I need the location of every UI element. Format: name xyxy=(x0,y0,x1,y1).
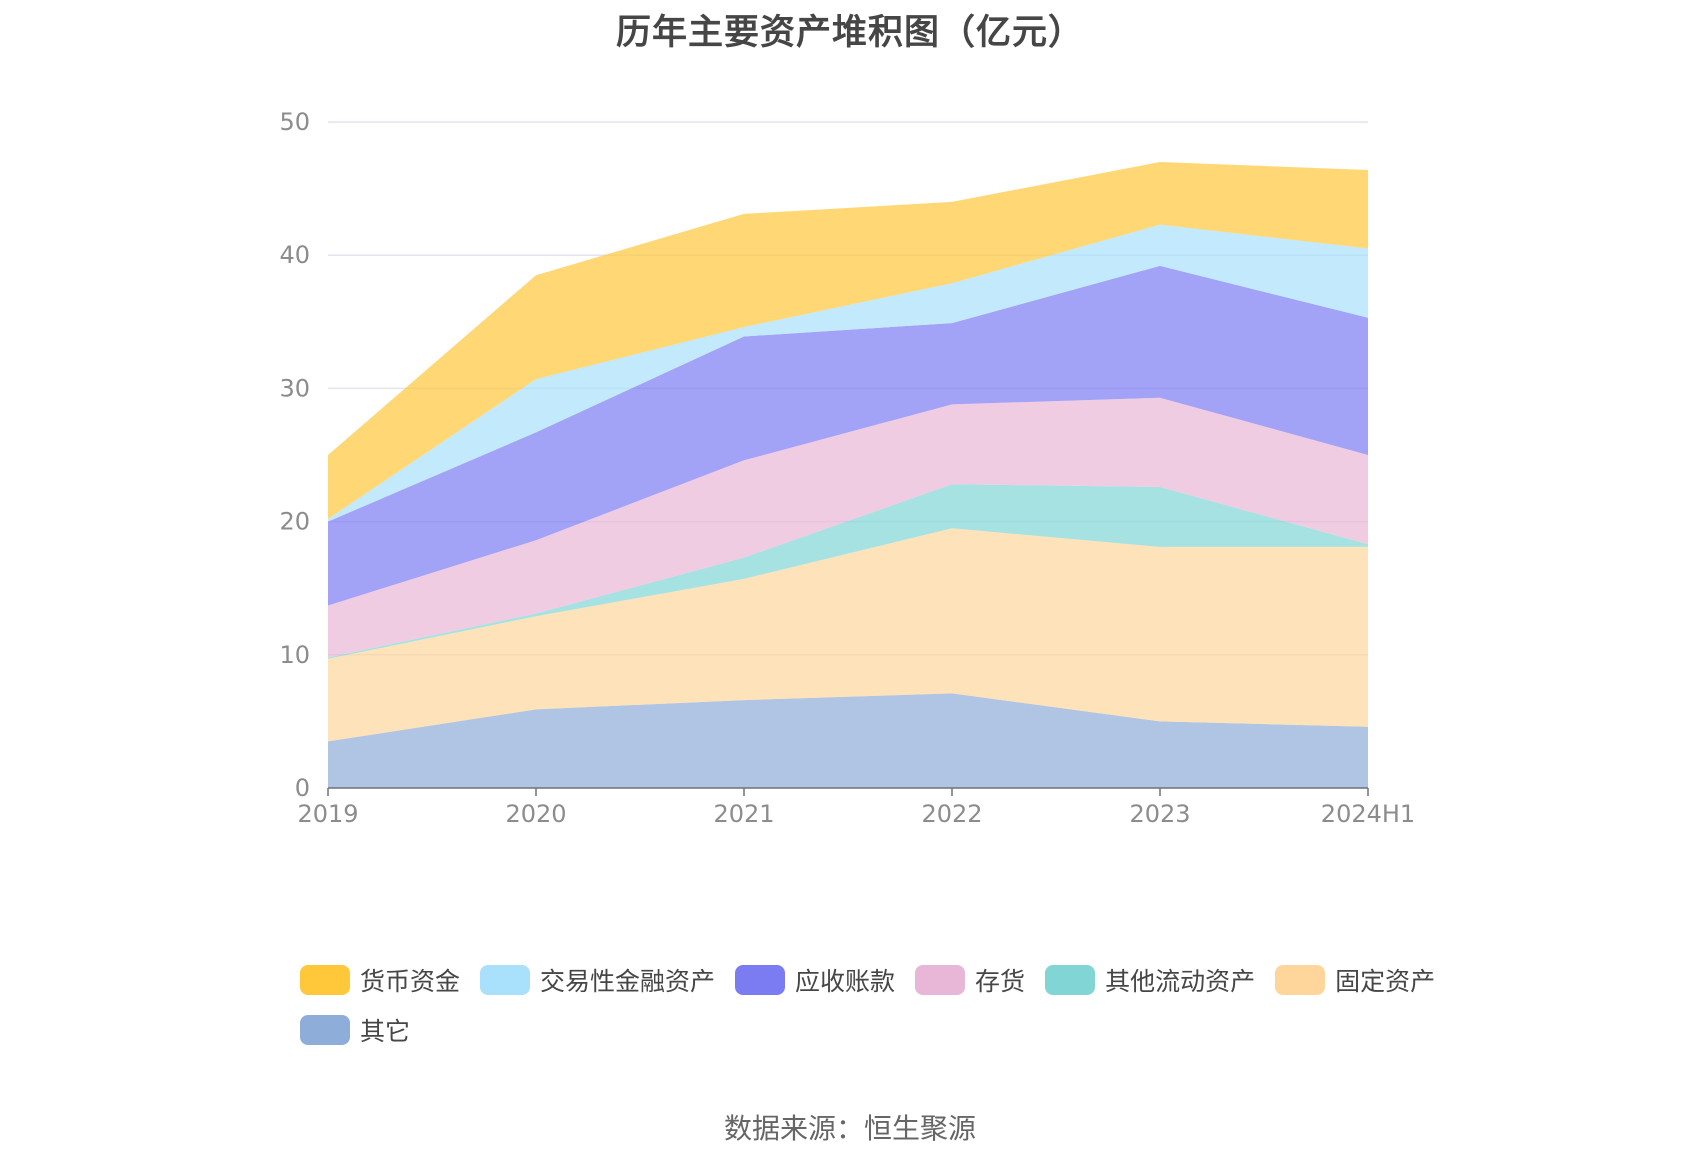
legend-swatch xyxy=(1045,965,1096,995)
area-series-1 xyxy=(328,528,1368,742)
legend-item[interactable]: 存货 xyxy=(915,955,1025,1005)
area-series-2 xyxy=(328,484,1368,659)
y-tick-label: 10 xyxy=(279,641,310,669)
legend-label: 其他流动资产 xyxy=(1105,967,1256,996)
y-tick-label: 0 xyxy=(295,774,310,802)
chart-title: 历年主要资产堆积图（亿元） xyxy=(615,13,1084,53)
legend-item[interactable]: 其他流动资产 xyxy=(1045,955,1255,1005)
legend-item[interactable]: 应收账款 xyxy=(735,955,895,1005)
series-areas xyxy=(328,162,1368,788)
area-series-3 xyxy=(328,397,1368,658)
legend-label: 固定资产 xyxy=(1335,967,1436,996)
legend-swatch xyxy=(1275,965,1326,995)
x-tick-label: 2023 xyxy=(1129,800,1190,828)
axes: 0 10 20 30 40 50 2019 2020 2021 2022 2023 2024H1 xyxy=(279,108,1415,828)
legend: 货币资金 交易性金融资产 应收账款 存货 其他流动资产 固定资产其它 xyxy=(300,955,1500,1055)
y-tick-label: 30 xyxy=(279,374,310,402)
legend-label: 存货 xyxy=(975,967,1026,996)
area-series-0 xyxy=(328,693,1368,788)
legend-item[interactable]: 其它 xyxy=(300,1005,410,1055)
legend-swatch xyxy=(480,965,531,995)
x-tick-label: 2024H1 xyxy=(1321,800,1415,828)
legend-swatch xyxy=(300,1015,350,1045)
legend-item[interactable]: 货币资金 xyxy=(300,955,460,1005)
data-source-note: 数据来源：恒生聚源 xyxy=(723,1112,976,1145)
x-tick-label: 2020 xyxy=(505,800,566,828)
legend-swatch xyxy=(735,965,786,995)
y-tick-label: 40 xyxy=(279,241,310,269)
legend-item[interactable]: 交易性金融资产 xyxy=(480,955,715,1005)
legend-label: 应收账款 xyxy=(795,967,896,996)
area-series-6 xyxy=(328,162,1368,519)
legend-label: 其它 xyxy=(360,1017,411,1046)
x-tick-label: 2021 xyxy=(713,800,774,828)
legend-label: 交易性金融资产 xyxy=(540,967,716,996)
x-tick-label: 2019 xyxy=(297,800,358,828)
stacked-area-chart: 0 10 20 30 40 50 2019 2020 2021 2022 2023 2024H1 xyxy=(279,108,1415,828)
y-tick-label: 50 xyxy=(279,108,310,136)
y-tick-label: 20 xyxy=(279,508,310,536)
legend-item[interactable]: 固定资产 xyxy=(1275,955,1435,1005)
area-series-4 xyxy=(328,265,1368,606)
legend-label: 货币资金 xyxy=(360,967,461,996)
legend-swatch xyxy=(915,965,966,995)
legend-swatch xyxy=(300,965,350,995)
x-tick-label: 2022 xyxy=(921,800,982,828)
area-series-5 xyxy=(328,224,1368,522)
